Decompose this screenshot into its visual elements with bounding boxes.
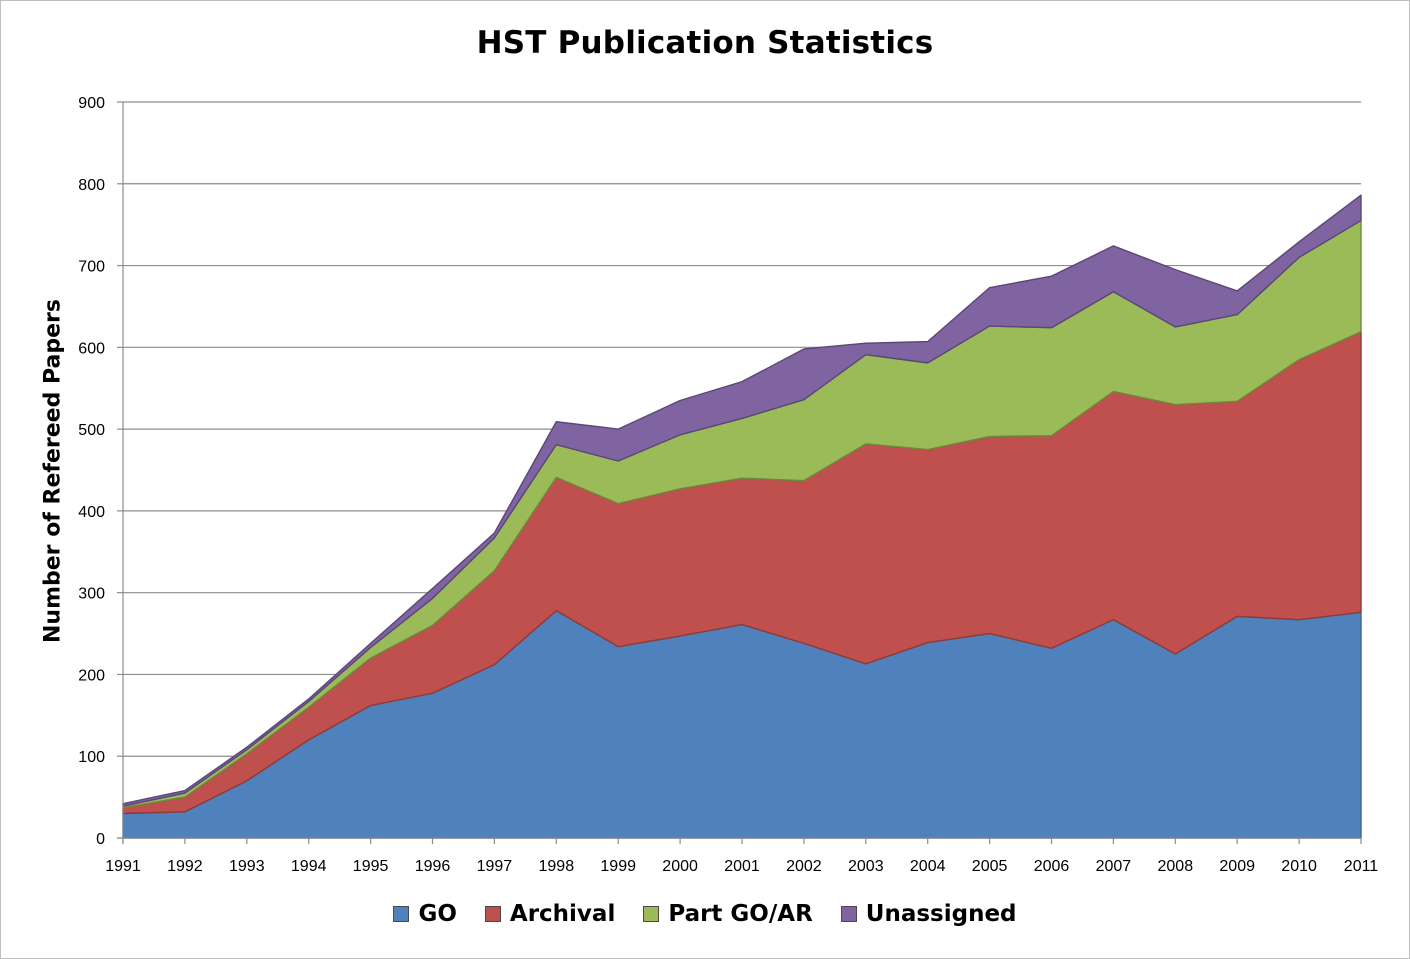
- chart-title: HST Publication Statistics: [476, 25, 934, 61]
- x-tick-label-2011: 2011: [1344, 858, 1379, 875]
- y-tick-labels: 0 100 200 300 400 500 600 700 800 900: [78, 95, 105, 848]
- legend: GO Archival Part GO/AR Unassigned: [1, 901, 1409, 927]
- x-tick-label-2008: 2008: [1158, 858, 1194, 875]
- x-tick-label-1991: 1991: [105, 858, 141, 875]
- x-tick-label-2005: 2005: [972, 858, 1008, 875]
- x-tick-label-1993: 1993: [229, 858, 265, 875]
- series-area-unassigned: [122, 194, 1362, 807]
- x-tick-label-2006: 2006: [1034, 858, 1070, 875]
- legend-swatch-part-go-ar: [643, 906, 660, 922]
- x-tick-label-2003: 2003: [848, 858, 884, 875]
- x-tick-label-2000: 2000: [662, 858, 698, 875]
- legend-label-go: GO: [418, 901, 457, 927]
- series-areas: [122, 194, 1362, 839]
- legend-item-go: GO: [393, 901, 457, 927]
- x-tick-label-1995: 1995: [353, 858, 389, 875]
- y-tick-label-0: 0: [96, 831, 105, 848]
- y-tick-label-700: 700: [78, 259, 105, 276]
- x-tick-label-1997: 1997: [477, 858, 513, 875]
- x-tick-label-2001: 2001: [724, 858, 760, 875]
- x-tick-label-1992: 1992: [167, 858, 203, 875]
- y-tick-label-300: 300: [78, 586, 105, 603]
- y-tick-label-800: 800: [78, 177, 105, 194]
- legend-label-archival: Archival: [509, 901, 616, 927]
- y-tick-label-600: 600: [78, 340, 105, 357]
- x-tick-label-1994: 1994: [291, 858, 327, 875]
- x-tick-label-1999: 1999: [600, 858, 636, 875]
- legend-label-unassigned: Unassigned: [865, 901, 1017, 927]
- legend-item-archival: Archival: [484, 901, 616, 927]
- y-tick-label-900: 900: [78, 95, 105, 112]
- x-tick-label-1996: 1996: [415, 858, 451, 875]
- legend-swatch-unassigned: [840, 906, 857, 922]
- x-tick-label-1998: 1998: [539, 858, 575, 875]
- x-tick-label-2009: 2009: [1219, 858, 1255, 875]
- legend-item-unassigned: Unassigned: [840, 901, 1017, 927]
- axes: [117, 101, 1362, 844]
- y-tick-label-500: 500: [78, 422, 105, 439]
- x-tick-label-2010: 2010: [1281, 858, 1317, 875]
- y-tick-label-100: 100: [78, 749, 105, 766]
- legend-item-part-go-ar: Part GO/AR: [643, 901, 813, 927]
- legend-label-part-go-ar: Part GO/AR: [668, 901, 813, 927]
- x-tick-label-2004: 2004: [910, 858, 946, 875]
- y-tick-label-200: 200: [78, 667, 105, 684]
- x-tick-label-2007: 2007: [1096, 858, 1132, 875]
- x-tick-labels: 1991 1992 1993 1994 1995 1996 1997 1998 1999 2000…: [105, 858, 1378, 875]
- legend-swatch-archival: [484, 906, 501, 922]
- legend-swatch-go: [393, 906, 410, 922]
- x-tick-label-2002: 2002: [786, 858, 822, 875]
- y-tick-label-400: 400: [78, 504, 105, 521]
